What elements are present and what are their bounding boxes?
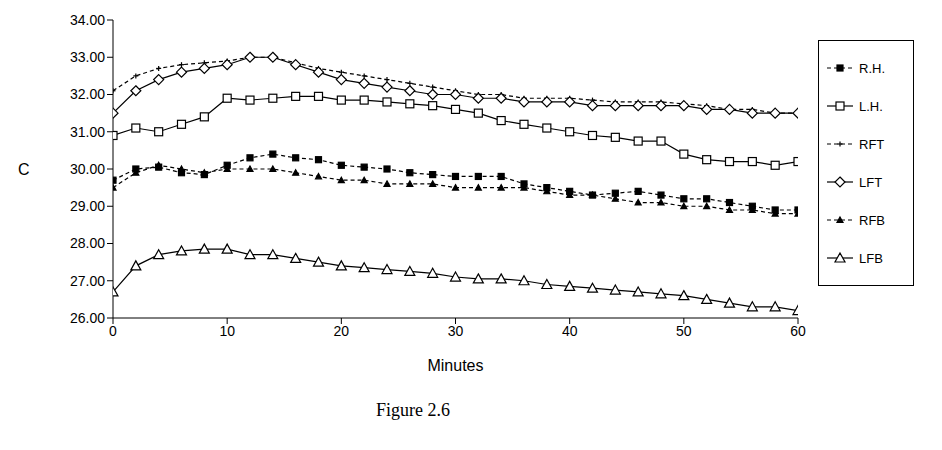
- svg-text:50: 50: [676, 323, 692, 339]
- svg-text:32.00: 32.00: [70, 86, 105, 102]
- svg-text:28.00: 28.00: [70, 235, 105, 251]
- svg-text:30.00: 30.00: [70, 161, 105, 177]
- html-text:RFT: RFT: [859, 136, 885, 152]
- svg-text:10: 10: [219, 323, 235, 339]
- svg-text:27.00: 27.00: [70, 273, 105, 289]
- svg-text:34.00: 34.00: [70, 12, 105, 28]
- svg-text:40: 40: [562, 323, 578, 339]
- svg-text:Minutes: Minutes: [427, 357, 483, 374]
- html-text:LFB: LFB: [859, 250, 883, 266]
- svg-text:0: 0: [109, 323, 117, 339]
- svg-text:C: C: [18, 161, 30, 178]
- html-text:L.H.: L.H.: [859, 98, 883, 114]
- html-text:RFB: RFB: [859, 212, 885, 228]
- svg-text:60: 60: [790, 323, 806, 339]
- svg-text:30: 30: [448, 323, 464, 339]
- svg-text:33.00: 33.00: [70, 49, 105, 65]
- svg-text:20: 20: [334, 323, 350, 339]
- html-text:R.H.: R.H.: [859, 60, 885, 76]
- svg-text:31.00: 31.00: [70, 124, 105, 140]
- svg-text:29.00: 29.00: [70, 198, 105, 214]
- html-text:Figure 2.6: Figure 2.6: [376, 400, 450, 420]
- html-text:LFT: LFT: [859, 174, 883, 190]
- svg-text:26.00: 26.00: [70, 310, 105, 326]
